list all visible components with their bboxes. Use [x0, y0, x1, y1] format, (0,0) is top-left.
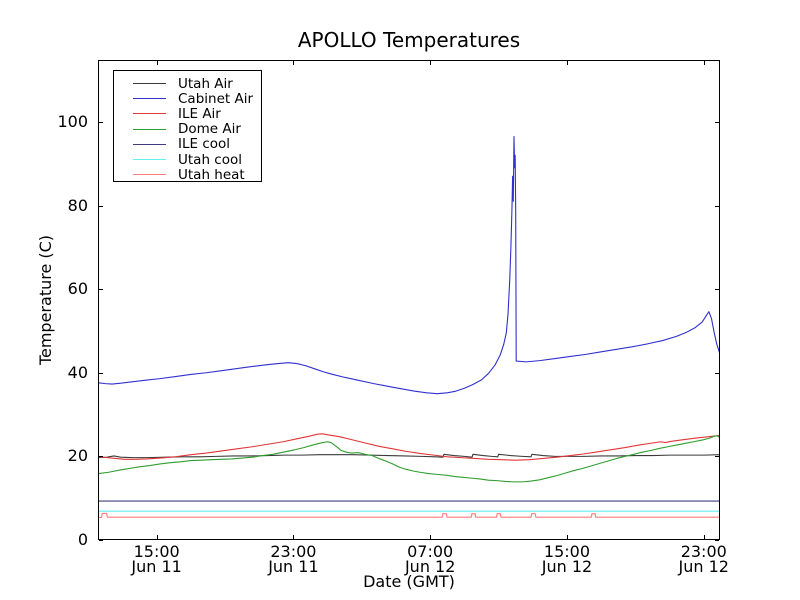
legend: Utah Air Cabinet Air ILE Air Dome Air ILE co… [113, 70, 262, 182]
legend-item-utah-heat: Utah heat [114, 167, 261, 182]
legend-item-ile-air: ILE Air [114, 106, 261, 121]
legend-label: Utah Air [178, 75, 233, 92]
x-tick-time-label: 15:00 [543, 542, 591, 561]
x-tick-time-label: 07:00 [407, 542, 454, 561]
x-tick-time-label: 23:00 [680, 542, 727, 561]
series-line-cabinet-air [98, 135, 720, 395]
y-tick-label: 60 [67, 279, 88, 299]
legend-label: Utah cool [178, 151, 242, 168]
x-axis-label: Date (GMT) [363, 572, 455, 591]
legend-item-utah-air: Utah Air [114, 76, 261, 91]
legend-line-swatch [133, 174, 166, 176]
series-line-dome-air [98, 435, 720, 483]
legend-label: Utah heat [178, 166, 245, 183]
series-line-utah-heat [98, 512, 720, 518]
legend-line-swatch [133, 98, 166, 100]
series-line-ile-air [98, 433, 720, 461]
legend-line-swatch [133, 83, 166, 85]
y-tick-label: 80 [67, 195, 88, 215]
legend-item-utah-cool: Utah cool [114, 152, 261, 167]
x-tick-date-label: Jun 11 [131, 557, 182, 576]
x-tick-date-label: Jun 11 [268, 557, 319, 576]
legend-item-ile-cool: ILE cool [114, 137, 261, 152]
series-line-utah-air [98, 453, 720, 459]
legend-label: Dome Air [178, 121, 241, 138]
axes-spines [98, 60, 720, 540]
legend-label: ILE cool [178, 136, 231, 153]
y-tick-label: 0 [77, 530, 88, 549]
x-tick-time-label: 23:00 [270, 542, 317, 561]
legend-line-swatch [133, 159, 166, 161]
legend-item-cabinet-air: Cabinet Air [114, 91, 261, 106]
x-tick-date-label: Jun 12 [541, 557, 593, 576]
y-tick-label: 40 [67, 362, 88, 382]
x-tick-date-label: Jun 12 [678, 557, 729, 576]
y-tick-label: 100 [57, 111, 88, 131]
legend-label: ILE Air [178, 105, 221, 122]
legend-line-swatch [133, 113, 166, 115]
chart-title: APOLLO Temperatures [297, 28, 521, 52]
x-tick-date-label: Jun 12 [404, 557, 456, 576]
x-tick-time-label: 15:00 [133, 542, 180, 561]
y-axis-label: Temperature (C) [36, 234, 55, 366]
legend-line-swatch [133, 128, 166, 130]
legend-item-dome-air: Dome Air [114, 122, 261, 137]
y-tick-label: 20 [67, 446, 88, 466]
legend-line-swatch [133, 143, 166, 145]
legend-label: Cabinet Air [178, 90, 254, 107]
